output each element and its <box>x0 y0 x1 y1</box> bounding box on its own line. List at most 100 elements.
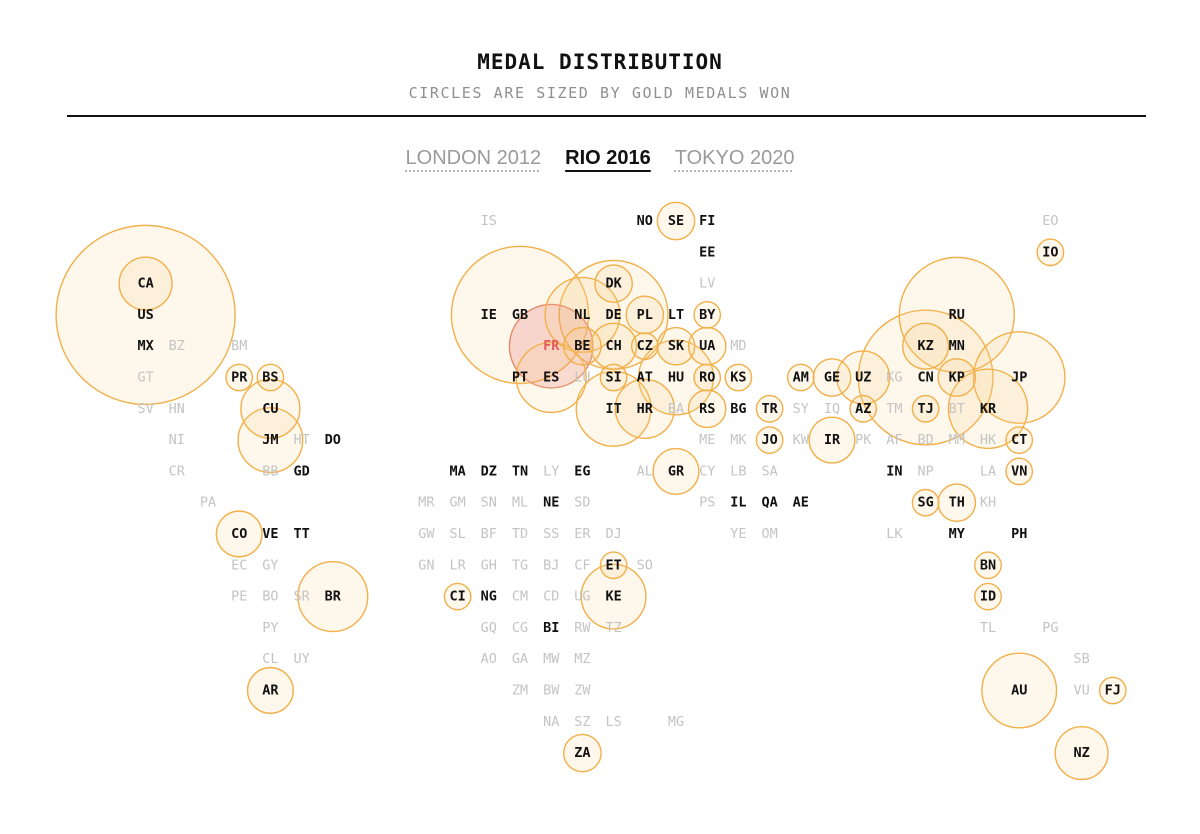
bubble-nl[interactable] <box>544 276 621 353</box>
bubble-ks[interactable] <box>724 363 753 392</box>
country-label-gh[interactable]: GH <box>481 557 497 573</box>
bubble-ro[interactable] <box>693 363 722 392</box>
country-label-ar[interactable]: AR <box>262 683 279 699</box>
country-label-kr[interactable]: KR <box>980 401 997 417</box>
country-label-qa[interactable]: QA <box>761 495 777 511</box>
bubble-tr[interactable] <box>755 394 784 423</box>
country-label-ml[interactable]: ML <box>512 495 528 511</box>
bubble-hr[interactable] <box>614 378 676 440</box>
tab-rio-2016[interactable]: RIO 2016 <box>565 147 651 169</box>
country-label-do[interactable]: DO <box>325 432 341 448</box>
country-label-us[interactable]: US <box>137 307 153 323</box>
country-label-cd[interactable]: CD <box>543 589 559 605</box>
country-label-al[interactable]: AL <box>637 463 653 479</box>
country-label-ua[interactable]: UA <box>699 338 715 354</box>
country-label-ee[interactable]: EE <box>699 244 715 260</box>
country-label-hn[interactable]: HN <box>169 401 185 417</box>
country-label-rw[interactable]: RW <box>574 620 591 636</box>
country-label-tm[interactable]: TM <box>886 401 902 417</box>
bubble-io[interactable] <box>1036 238 1065 267</box>
country-label-pa[interactable]: PA <box>200 495 216 511</box>
country-label-ng[interactable]: NG <box>481 589 497 605</box>
bubble-az[interactable] <box>849 394 878 423</box>
country-label-mx[interactable]: MX <box>137 338 153 354</box>
country-label-pe[interactable]: PE <box>231 589 247 605</box>
country-label-nz[interactable]: NZ <box>1073 745 1089 761</box>
country-label-so[interactable]: SO <box>637 557 653 573</box>
country-label-ni[interactable]: NI <box>169 432 185 448</box>
country-label-br[interactable]: BR <box>325 589 342 605</box>
country-label-fi[interactable]: FI <box>699 213 715 229</box>
country-label-tn[interactable]: TN <box>512 463 528 479</box>
country-label-la[interactable]: LA <box>980 463 996 479</box>
country-label-fj[interactable]: FJ <box>1105 683 1121 699</box>
country-label-mw[interactable]: MW <box>543 651 560 667</box>
country-label-se[interactable]: SE <box>668 213 684 229</box>
country-label-mk[interactable]: MK <box>730 432 747 448</box>
country-label-na[interactable]: NA <box>543 714 559 730</box>
country-label-ci[interactable]: CI <box>449 589 465 605</box>
country-label-gb[interactable]: GB <box>512 307 528 323</box>
bubble-es[interactable] <box>515 341 587 414</box>
country-label-zm[interactable]: ZM <box>512 683 528 699</box>
country-label-ug[interactable]: UG <box>574 589 590 605</box>
country-label-ru[interactable]: RU <box>949 307 965 323</box>
country-label-io[interactable]: IO <box>1042 244 1058 260</box>
country-label-ie[interactable]: IE <box>481 307 497 323</box>
country-label-am[interactable]: AM <box>793 370 809 386</box>
country-label-ly[interactable]: LY <box>543 463 559 479</box>
country-label-lt[interactable]: LT <box>668 307 684 323</box>
country-label-om[interactable]: OM <box>761 526 777 542</box>
bubble-gr[interactable] <box>652 447 700 495</box>
country-label-mn[interactable]: MN <box>949 338 965 354</box>
country-label-sy[interactable]: SY <box>793 401 809 417</box>
bubble-ct[interactable] <box>1005 426 1034 454</box>
bubble-bn[interactable] <box>974 551 1002 580</box>
country-label-lb[interactable]: LB <box>730 463 746 479</box>
country-label-ga[interactable]: GA <box>512 651 528 667</box>
bubble-kr[interactable] <box>947 368 1029 450</box>
country-label-bt[interactable]: BT <box>949 401 965 417</box>
country-label-si[interactable]: SI <box>605 370 621 386</box>
country-label-vn[interactable]: VN <box>1011 463 1027 479</box>
tab-tokyo-2020[interactable]: TOKYO 2020 <box>674 147 795 169</box>
country-label-bw[interactable]: BW <box>543 683 560 699</box>
bubble-cn[interactable] <box>857 309 994 446</box>
country-label-tz[interactable]: TZ <box>605 620 621 636</box>
country-label-jm[interactable]: JM <box>262 432 278 448</box>
country-label-lu[interactable]: LU <box>574 370 590 386</box>
country-label-sd[interactable]: SD <box>574 495 590 511</box>
bubble-pr[interactable] <box>225 363 254 392</box>
bubble-id[interactable] <box>974 582 1002 611</box>
country-label-tl[interactable]: TL <box>980 620 996 636</box>
bubble-ke[interactable] <box>580 563 647 630</box>
bubble-co[interactable] <box>215 510 263 558</box>
bubble-bs[interactable] <box>256 363 285 392</box>
country-label-me[interactable]: ME <box>699 432 715 448</box>
country-label-ht[interactable]: HT <box>293 432 309 448</box>
country-label-in[interactable]: IN <box>886 463 902 479</box>
country-label-cl[interactable]: CL <box>262 651 278 667</box>
bubble-vn[interactable] <box>1005 457 1034 486</box>
country-label-id[interactable]: ID <box>980 589 996 605</box>
country-label-gn[interactable]: GN <box>418 557 434 573</box>
country-label-et[interactable]: ET <box>605 557 621 573</box>
bubble-ci[interactable] <box>443 582 472 611</box>
country-label-sv[interactable]: SV <box>137 401 153 417</box>
bubble-cu[interactable] <box>240 378 301 440</box>
country-label-fr[interactable]: FR <box>543 338 560 354</box>
country-label-sk[interactable]: SK <box>668 338 685 354</box>
country-label-be[interactable]: BE <box>574 338 590 354</box>
country-label-ss[interactable]: SS <box>543 526 559 542</box>
country-label-il[interactable]: IL <box>730 495 746 511</box>
country-label-bs[interactable]: BS <box>262 370 278 386</box>
country-label-bo[interactable]: BO <box>262 589 278 605</box>
country-label-is[interactable]: IS <box>481 213 497 229</box>
country-label-ba[interactable]: BA <box>668 401 684 417</box>
bubble-et[interactable] <box>599 551 628 580</box>
country-label-nl[interactable]: NL <box>574 307 590 323</box>
country-label-ae[interactable]: AE <box>793 495 809 511</box>
country-label-vu[interactable]: VU <box>1073 683 1089 699</box>
country-label-gy[interactable]: GY <box>262 557 278 573</box>
country-label-ch[interactable]: CH <box>605 338 621 354</box>
